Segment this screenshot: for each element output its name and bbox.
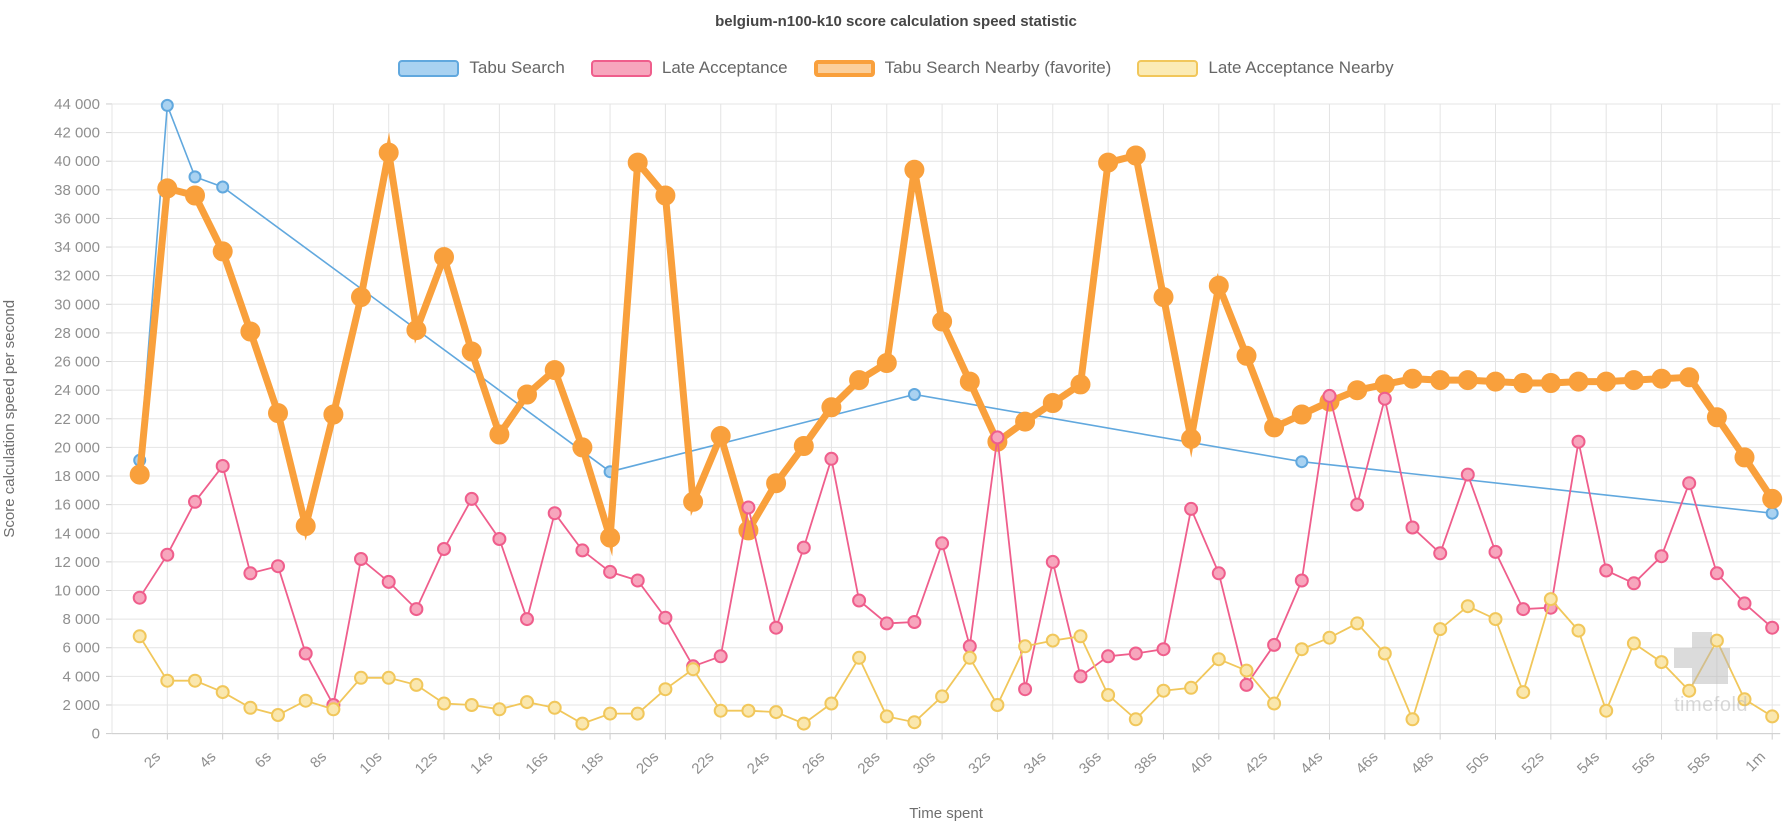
svg-text:30s: 30s — [910, 748, 939, 777]
svg-text:16s: 16s — [522, 748, 551, 777]
svg-text:22 000: 22 000 — [54, 411, 100, 428]
legend-swatch-icon — [813, 59, 875, 77]
svg-text:28 000: 28 000 — [54, 325, 100, 342]
chart-title: belgium-n100-k10 score calculation speed… — [715, 13, 1077, 30]
legend-item-late-acceptance[interactable]: Late Acceptance — [590, 58, 788, 78]
svg-text:40s: 40s — [1187, 748, 1216, 777]
legend-item-tabu-search[interactable]: Tabu Search — [398, 58, 565, 78]
svg-text:56s: 56s — [1629, 748, 1658, 777]
svg-text:24s: 24s — [744, 748, 773, 777]
svg-text:34 000: 34 000 — [54, 239, 100, 256]
svg-text:2 000: 2 000 — [62, 697, 100, 714]
svg-text:48s: 48s — [1408, 748, 1437, 777]
legend: Tabu Search Late Acceptance Tabu Search … — [0, 58, 1792, 78]
svg-text:12s: 12s — [412, 748, 441, 777]
svg-text:8 000: 8 000 — [62, 611, 100, 628]
timefold-watermark: timefold — [1666, 632, 1786, 722]
svg-text:42 000: 42 000 — [54, 125, 100, 142]
svg-text:16 000: 16 000 — [54, 497, 100, 514]
legend-swatch-icon — [590, 59, 652, 77]
svg-text:Score calculation speed per se: Score calculation speed per second — [1, 300, 18, 538]
svg-text:14 000: 14 000 — [54, 525, 100, 542]
svg-text:54s: 54s — [1574, 748, 1603, 777]
svg-text:36 000: 36 000 — [54, 210, 100, 227]
svg-text:38s: 38s — [1131, 748, 1160, 777]
svg-text:38 000: 38 000 — [54, 182, 100, 199]
legend-label: Tabu Search — [469, 58, 565, 77]
svg-text:10s: 10s — [356, 748, 385, 777]
svg-text:20s: 20s — [633, 748, 662, 777]
watermark-logo-icon — [1674, 648, 1730, 668]
svg-text:44 000: 44 000 — [54, 96, 100, 113]
svg-text:44s: 44s — [1297, 748, 1326, 777]
svg-text:14s: 14s — [467, 748, 496, 777]
svg-text:Time spent: Time spent — [909, 805, 983, 822]
svg-text:18s: 18s — [578, 748, 607, 777]
svg-text:26s: 26s — [799, 748, 828, 777]
svg-text:32 000: 32 000 — [54, 268, 100, 285]
svg-text:32s: 32s — [965, 748, 994, 777]
svg-text:46s: 46s — [1353, 748, 1382, 777]
svg-text:24 000: 24 000 — [54, 382, 100, 399]
legend-item-late-acceptance-nearby[interactable]: Late Acceptance Nearby — [1137, 58, 1394, 78]
svg-text:4 000: 4 000 — [62, 668, 100, 685]
svg-text:22s: 22s — [688, 748, 717, 777]
svg-text:10 000: 10 000 — [54, 583, 100, 600]
watermark-logo-icon — [1712, 668, 1728, 684]
svg-text:18 000: 18 000 — [54, 468, 100, 485]
svg-text:50s: 50s — [1463, 748, 1492, 777]
svg-text:6s: 6s — [252, 748, 275, 771]
legend-swatch-icon — [1137, 59, 1199, 77]
svg-text:52s: 52s — [1519, 748, 1548, 777]
legend-swatch-icon — [398, 59, 460, 77]
svg-text:58s: 58s — [1685, 748, 1714, 777]
legend-label: Tabu Search Nearby (favorite) — [884, 58, 1112, 77]
legend-label: Late Acceptance Nearby — [1208, 58, 1394, 77]
svg-text:1m: 1m — [1742, 748, 1769, 775]
svg-text:36s: 36s — [1076, 748, 1105, 777]
svg-text:26 000: 26 000 — [54, 354, 100, 371]
svg-text:2s: 2s — [141, 748, 164, 771]
legend-label: Late Acceptance — [661, 58, 788, 77]
svg-text:40 000: 40 000 — [54, 153, 100, 170]
svg-text:6 000: 6 000 — [62, 640, 100, 657]
legend-item-tabu-search-nearby[interactable]: Tabu Search Nearby (favorite) — [813, 58, 1112, 78]
svg-text:20 000: 20 000 — [54, 439, 100, 456]
svg-text:8s: 8s — [307, 748, 330, 771]
svg-text:34s: 34s — [1020, 748, 1049, 777]
svg-text:30 000: 30 000 — [54, 296, 100, 313]
svg-text:42s: 42s — [1242, 748, 1271, 777]
svg-text:12 000: 12 000 — [54, 554, 100, 571]
watermark-text: timefold — [1673, 694, 1749, 716]
svg-text:0: 0 — [92, 726, 100, 743]
svg-text:4s: 4s — [196, 748, 219, 771]
svg-text:28s: 28s — [854, 748, 883, 777]
